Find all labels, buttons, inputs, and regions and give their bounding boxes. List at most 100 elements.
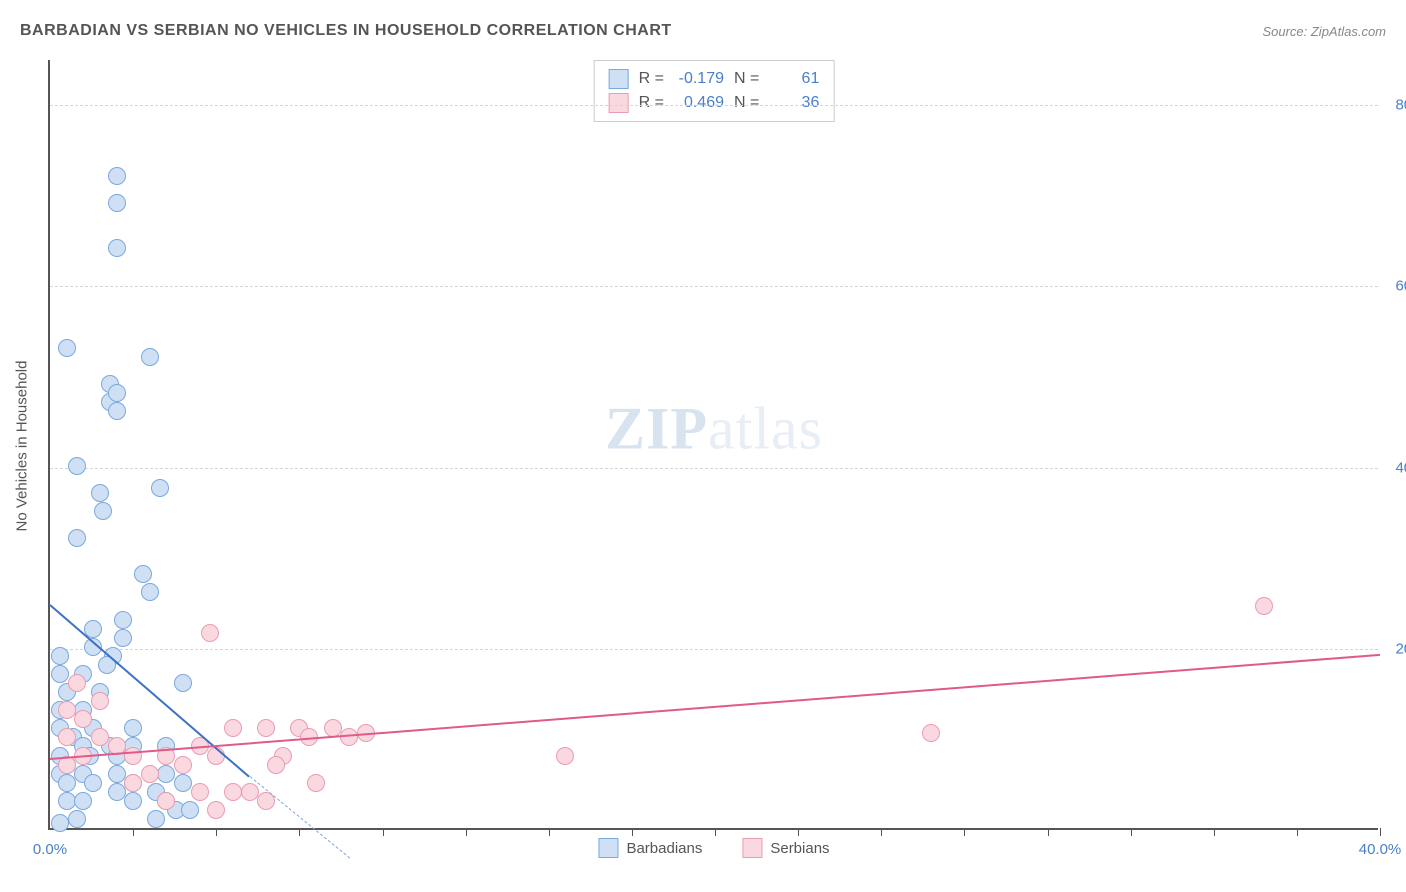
point-barbadian	[108, 194, 126, 212]
point-barbadian	[51, 814, 69, 832]
legend-swatch-serbians	[742, 838, 762, 858]
x-tick	[881, 828, 882, 836]
x-tick	[1380, 828, 1381, 836]
stat-n-value-serbians: 36	[769, 94, 819, 112]
point-serbian	[224, 719, 242, 737]
legend-item-serbians: Serbians	[742, 838, 829, 858]
x-tick	[383, 828, 384, 836]
trend-line	[50, 653, 1380, 759]
stat-r-label: R =	[639, 94, 664, 112]
point-serbian	[257, 719, 275, 737]
point-barbadian	[108, 167, 126, 185]
point-serbian	[174, 756, 192, 774]
point-serbian	[157, 792, 175, 810]
point-serbian	[307, 774, 325, 792]
point-serbian	[124, 747, 142, 765]
point-serbian	[922, 724, 940, 742]
point-serbian	[267, 756, 285, 774]
x-tick	[1214, 828, 1215, 836]
point-barbadian	[174, 674, 192, 692]
point-barbadian	[74, 792, 92, 810]
point-barbadian	[181, 801, 199, 819]
point-serbian	[191, 783, 209, 801]
y-tick-label: 80.0%	[1395, 97, 1406, 114]
point-barbadian	[174, 774, 192, 792]
y-axis-label: No Vehicles in Household	[14, 361, 31, 532]
point-serbian	[58, 728, 76, 746]
point-barbadian	[134, 565, 152, 583]
point-barbadian	[114, 629, 132, 647]
chart-title: BARBADIAN VS SERBIAN NO VEHICLES IN HOUS…	[20, 22, 672, 40]
x-tick	[299, 828, 300, 836]
gridline	[50, 468, 1378, 469]
point-serbian	[68, 674, 86, 692]
x-tick	[1131, 828, 1132, 836]
point-barbadian	[68, 457, 86, 475]
stat-r-label: R =	[639, 70, 664, 88]
point-serbian	[224, 783, 242, 801]
watermark-zip: ZIP	[605, 395, 708, 461]
stats-box: R = -0.179 N = 61 R = 0.469 N = 36	[594, 60, 835, 122]
x-tick-label: 0.0%	[33, 841, 67, 858]
x-tick	[549, 828, 550, 836]
stats-row-barbadians: R = -0.179 N = 61	[609, 67, 820, 91]
watermark-atlas: atlas	[708, 395, 823, 461]
point-barbadian	[91, 484, 109, 502]
point-serbian	[124, 774, 142, 792]
point-barbadian	[51, 665, 69, 683]
point-barbadian	[68, 810, 86, 828]
plot-area: ZIPatlas R = -0.179 N = 61 R = 0.469 N =…	[48, 60, 1378, 830]
watermark: ZIPatlas	[605, 394, 823, 463]
point-barbadian	[124, 719, 142, 737]
point-barbadian	[108, 239, 126, 257]
y-tick-label: 40.0%	[1395, 459, 1406, 476]
point-serbian	[91, 692, 109, 710]
point-barbadian	[58, 792, 76, 810]
point-barbadian	[108, 765, 126, 783]
swatch-serbians	[609, 93, 629, 113]
chart-container: BARBADIAN VS SERBIAN NO VEHICLES IN HOUS…	[0, 0, 1406, 892]
y-tick-label: 20.0%	[1395, 640, 1406, 657]
stats-row-serbians: R = 0.469 N = 36	[609, 91, 820, 115]
point-serbian	[556, 747, 574, 765]
point-serbian	[74, 710, 92, 728]
x-tick	[964, 828, 965, 836]
x-tick	[632, 828, 633, 836]
x-tick	[466, 828, 467, 836]
point-barbadian	[157, 765, 175, 783]
point-serbian	[58, 701, 76, 719]
point-barbadian	[141, 348, 159, 366]
gridline	[50, 105, 1378, 106]
point-barbadian	[58, 774, 76, 792]
point-barbadian	[58, 339, 76, 357]
point-serbian	[340, 728, 358, 746]
legend-label-barbadians: Barbadians	[626, 840, 702, 857]
swatch-barbadians	[609, 69, 629, 89]
stat-n-label: N =	[734, 94, 759, 112]
x-tick	[1297, 828, 1298, 836]
point-barbadian	[94, 502, 112, 520]
x-tick-label: 40.0%	[1359, 841, 1402, 858]
stat-r-value-barbadians: -0.179	[674, 70, 724, 88]
point-serbian	[241, 783, 259, 801]
point-serbian	[141, 765, 159, 783]
x-tick	[715, 828, 716, 836]
point-serbian	[91, 728, 109, 746]
stat-n-label: N =	[734, 70, 759, 88]
point-barbadian	[124, 792, 142, 810]
point-barbadian	[108, 384, 126, 402]
point-serbian	[201, 624, 219, 642]
gridline	[50, 286, 1378, 287]
legend: Barbadians Serbians	[598, 838, 829, 858]
gridline	[50, 649, 1378, 650]
point-barbadian	[114, 611, 132, 629]
point-barbadian	[141, 583, 159, 601]
point-barbadian	[84, 774, 102, 792]
x-tick	[1048, 828, 1049, 836]
x-tick	[133, 828, 134, 836]
point-barbadian	[147, 810, 165, 828]
point-barbadian	[68, 529, 86, 547]
stat-n-value-barbadians: 61	[769, 70, 819, 88]
stat-r-value-serbians: 0.469	[674, 94, 724, 112]
x-tick	[798, 828, 799, 836]
